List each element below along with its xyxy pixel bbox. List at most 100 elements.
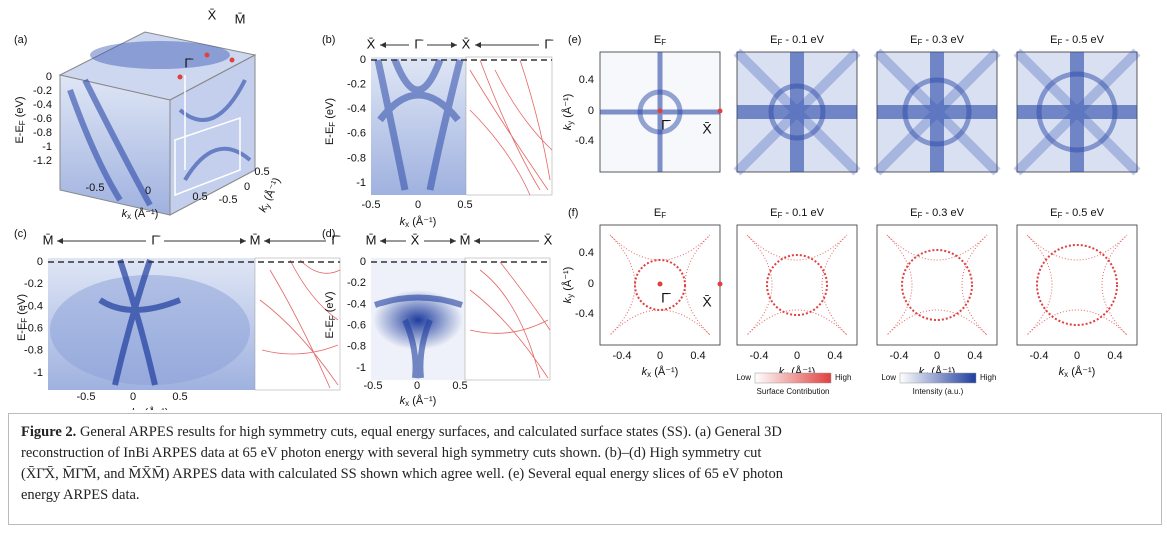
symmetry-point: Γ̄	[661, 117, 671, 133]
y-axis-label-base: k	[562, 124, 574, 130]
y-tick-label: 0	[244, 181, 250, 193]
y-tick-label: -0.2	[33, 85, 52, 97]
map-title: EF	[654, 34, 666, 47]
caption: Figure 2. General ARPES results for high…	[8, 413, 1162, 525]
colorbar-title: Intensity (a.u.)	[913, 387, 964, 396]
map-title-base: E	[1050, 207, 1057, 219]
x-axis-label-rest: (Å⁻¹)	[651, 365, 678, 378]
x-axis-label-base: k	[122, 208, 128, 220]
caption-text: General ARPES results for high symmetry …	[76, 424, 782, 440]
y-tick-label: -0.2	[347, 79, 366, 91]
y-tick-label: -1	[33, 367, 43, 379]
surface-map	[876, 224, 998, 346]
map-title-base: E	[770, 34, 777, 46]
map-title-rest: - 0.3 eV	[922, 207, 964, 219]
map-title: EF - 0.1 eV	[770, 34, 824, 47]
arrow-head	[450, 238, 456, 244]
x-axis-label-sub: x	[405, 399, 409, 408]
x-tick-label: 0.5	[192, 191, 207, 203]
caption-line: (X̄Γ̄X̄, M̄Γ̄M̄, and M̄X̄M̄) ARPES data …	[21, 464, 1149, 485]
y-tick-label: -0.4	[24, 300, 43, 312]
symmetry-point: Γ̄	[331, 232, 340, 247]
y-tick-label: -0.6	[24, 323, 43, 335]
panel-label: (b)	[322, 34, 335, 46]
x-axis-label: kx (Å⁻¹)	[122, 207, 159, 221]
x-tick-label: 0.4	[967, 350, 982, 362]
x-tick-label: 0.4	[1107, 350, 1122, 362]
x-axis-label-rest: (Å⁻¹)	[409, 394, 436, 407]
map-title-base: E	[654, 207, 661, 219]
y-axis-label-rest: (Å⁻¹)	[561, 94, 574, 121]
panel-label: (f)	[568, 207, 578, 219]
y-tick-label: -0.8	[347, 152, 366, 164]
colorbar-high: High	[835, 373, 851, 382]
symmetry-point: Γ̄	[151, 232, 160, 247]
map-feature	[746, 234, 848, 336]
caption-line: reconstruction of InBi ARPES data at 65 …	[21, 443, 1149, 464]
y-axis-label-sub: F	[18, 120, 27, 125]
y-tick-label: -0.6	[33, 113, 52, 125]
cube-3d	[58, 31, 257, 216]
symmetry-point: Γ̄	[544, 36, 553, 51]
y-axis-label-base: E-E	[324, 127, 336, 145]
map-title-rest: - 0.5 eV	[1062, 207, 1104, 219]
map-title: EF - 0.1 eV	[770, 207, 824, 220]
y-axis-label: E-EF (eV)	[14, 96, 27, 143]
x-axis-label-base: k	[642, 366, 648, 378]
gamma-dot	[657, 281, 663, 287]
map-title-sub: F	[917, 38, 922, 47]
x-axis-label-rest: (Å⁻¹)	[131, 207, 158, 220]
y-tick-label: 0	[588, 278, 594, 290]
arrow-head	[240, 238, 246, 244]
y-tick-label: -1	[42, 141, 52, 153]
y-axis-label-rest: (eV)	[324, 291, 336, 315]
y-axis-label-sub: y	[566, 121, 575, 125]
x-axis-label: k// (Å⁻¹)	[131, 406, 168, 410]
map-feature	[886, 234, 988, 336]
y-axis-label-sub: F	[328, 315, 337, 320]
arrow-head	[451, 42, 457, 48]
y-axis-label-sub: F	[20, 318, 29, 323]
map-title-rest: - 0.1 eV	[782, 207, 824, 219]
y-tick-label: -0.8	[347, 341, 366, 353]
x-axis-label-base: k	[400, 216, 406, 228]
map-feature	[733, 48, 861, 176]
y-tick-label: -1	[356, 362, 366, 374]
x-tick-label: 0	[934, 350, 940, 362]
map-title-sub: F	[777, 211, 782, 220]
x-tick-label: 0.4	[827, 350, 842, 362]
y-tick-label: -0.4	[575, 135, 594, 147]
x-axis-label-base: k	[131, 407, 137, 410]
y-axis-label-rest: (eV)	[324, 98, 336, 122]
x-tick-label: 0	[130, 391, 136, 403]
y-axis-label: E-EF (eV)	[324, 291, 337, 338]
y-tick-label: 0	[588, 105, 594, 117]
map-title-sub: F	[661, 211, 666, 220]
y-axis-label-sub: F	[328, 122, 337, 127]
panel-label: (c)	[14, 228, 27, 240]
map-title: EF - 0.3 eV	[910, 207, 964, 220]
x-tick-label: -0.5	[86, 182, 105, 194]
map-title-sub: F	[917, 211, 922, 220]
map-title-sub: F	[777, 38, 782, 47]
y-axis-label-base: E-E	[14, 125, 26, 143]
y-tick-label: -0.4	[33, 99, 52, 111]
x-axis-label: kx (Å⁻¹)	[1059, 365, 1096, 379]
x-axis-label: kx (Å⁻¹)	[642, 365, 679, 379]
y-axis-label-rest: (Å⁻¹)	[561, 267, 574, 294]
symmetry-point: Γ̄	[184, 55, 193, 70]
map-feature	[902, 77, 972, 147]
colorbar-low: Low	[736, 373, 751, 382]
caption-label: Figure 2.	[21, 424, 77, 440]
arrow-head	[475, 42, 481, 48]
caption-line: Figure 2. General ARPES results for high…	[21, 422, 1149, 443]
x-axis-label-rest: (Å⁻¹)	[409, 215, 436, 228]
x-axis-label-sub: x	[647, 370, 651, 379]
map-feature	[609, 234, 711, 336]
ky-axis-label-base: k	[257, 204, 270, 215]
caption-text: energy ARPES data.	[21, 487, 140, 503]
x-tick-label: 0.5	[457, 199, 472, 211]
y-tick-label: -0.6	[347, 320, 366, 332]
y-axis-label: E-EF (eV)	[324, 98, 337, 145]
